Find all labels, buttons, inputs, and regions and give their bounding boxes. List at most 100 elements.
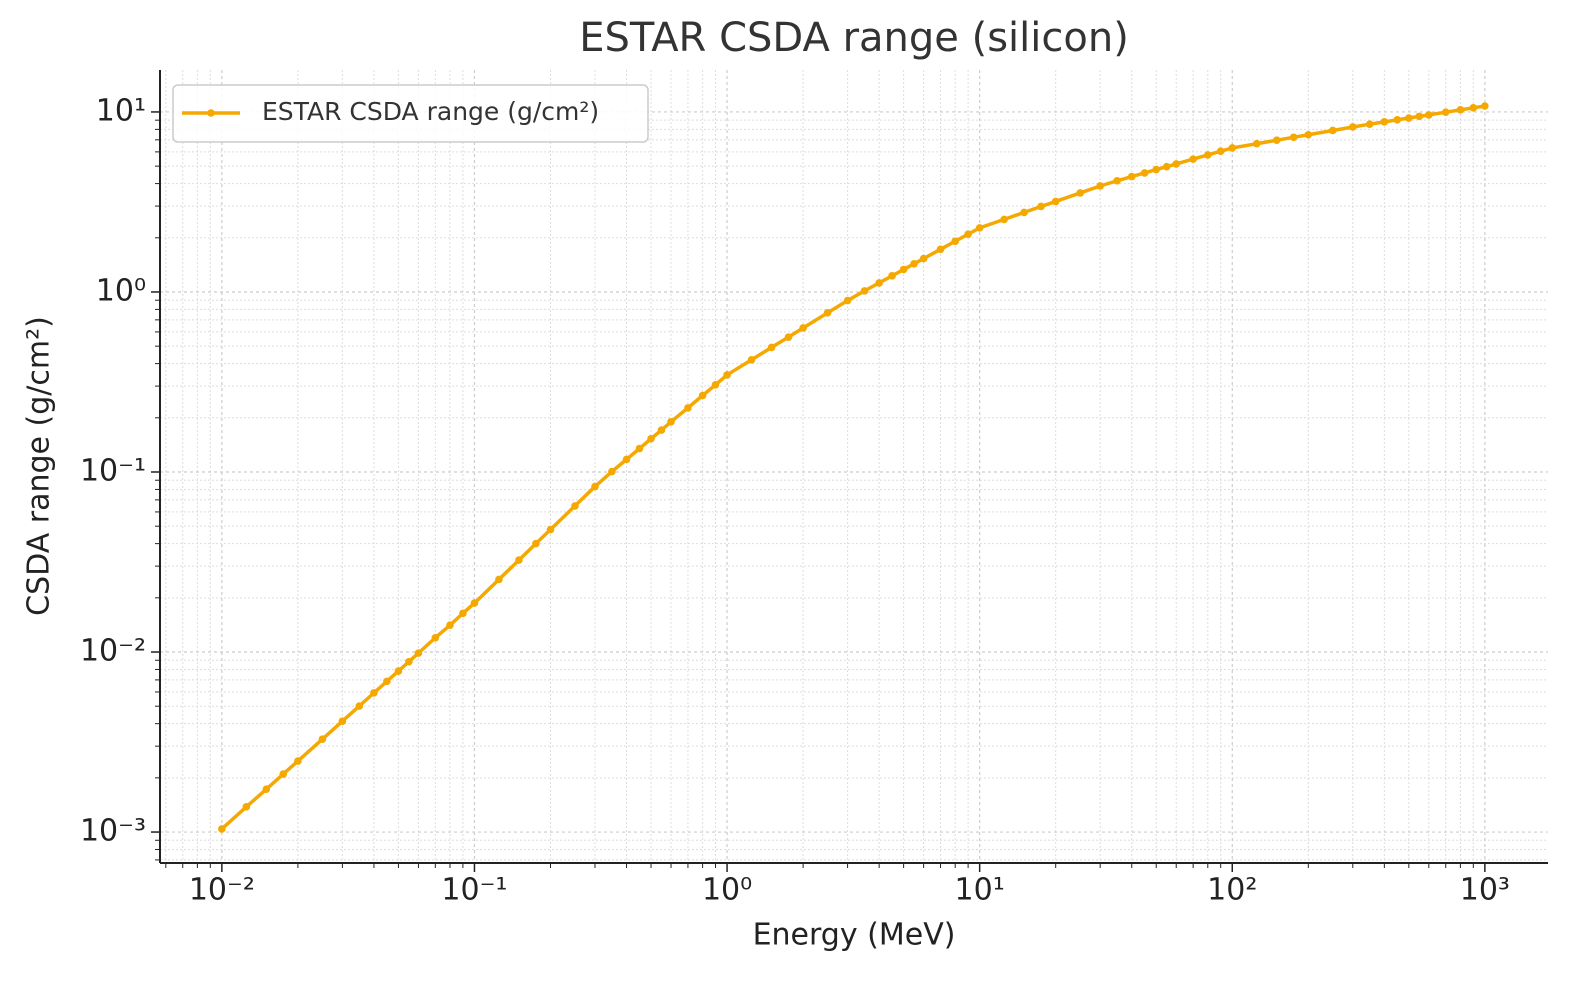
data-point [1272, 136, 1281, 144]
data-point [784, 333, 793, 341]
data-point [262, 785, 271, 793]
legend: ESTAR CSDA range (g/cm²) [172, 84, 649, 143]
data-point [919, 254, 928, 263]
data-point [1216, 147, 1225, 156]
data-point [1096, 182, 1104, 190]
data-point [1456, 106, 1465, 114]
data-point [799, 324, 807, 332]
data-point [1441, 108, 1450, 116]
data-point [355, 702, 364, 710]
x-tick-label: 10³ [1460, 873, 1510, 908]
data-point [470, 599, 479, 607]
legend-marker [207, 109, 215, 117]
data-point [936, 245, 945, 254]
data-point [1415, 112, 1424, 121]
data-point [647, 434, 655, 443]
data-point [571, 502, 579, 510]
data-point [294, 757, 302, 765]
data-point [698, 391, 707, 400]
data-point [1203, 151, 1212, 159]
data-point [622, 455, 631, 464]
data-point [414, 649, 423, 657]
data-point [1020, 208, 1028, 217]
data-point [1152, 165, 1161, 174]
data-point [218, 825, 226, 833]
data-point [711, 381, 720, 389]
data-point [951, 237, 959, 246]
data-point [1189, 155, 1197, 163]
data-point [446, 621, 454, 629]
data-point [459, 609, 467, 618]
y-tick-label: 10⁰ [96, 273, 146, 308]
data-point [1252, 139, 1261, 148]
data-point [431, 633, 440, 642]
x-tick-label: 10¹ [955, 873, 1005, 908]
data-point [667, 418, 675, 426]
y-tick-label: 10⁻¹ [80, 453, 146, 488]
x-tick-label: 10² [1207, 873, 1257, 908]
data-point [910, 259, 918, 268]
data-point [1365, 120, 1374, 128]
data-point [495, 575, 503, 584]
data-point [1076, 189, 1084, 197]
data-point [1051, 197, 1060, 206]
x-tick-label: 10⁻² [189, 873, 255, 908]
data-point [394, 667, 403, 675]
data-point [1304, 130, 1313, 139]
y-tick-label: 10¹ [96, 93, 146, 128]
data-point [1380, 118, 1389, 126]
data-point [635, 444, 644, 453]
y-tick-label: 10⁻² [80, 634, 146, 669]
data-point [338, 717, 347, 725]
y-tick-label: 10⁻³ [80, 814, 146, 849]
data-point [1393, 116, 1402, 124]
data-point [888, 272, 896, 280]
data-point [279, 770, 288, 778]
data-point [843, 296, 852, 305]
data-point [684, 404, 692, 412]
data-point [823, 309, 832, 317]
data-point [1140, 169, 1149, 177]
data-point [975, 224, 984, 232]
data-point [608, 467, 616, 476]
data-point [1328, 126, 1337, 135]
data-point [1348, 123, 1357, 131]
data-point [242, 803, 251, 811]
data-point [1289, 133, 1298, 142]
data-point [767, 343, 776, 352]
data-point [546, 525, 555, 534]
data-point [1425, 111, 1433, 119]
data-point [591, 482, 599, 491]
data-point [1469, 104, 1478, 112]
data-point [1172, 160, 1181, 168]
data-point [1113, 176, 1121, 185]
data-point [860, 287, 869, 295]
data-point [318, 735, 327, 743]
data-point [723, 371, 731, 379]
data-point [1127, 172, 1136, 181]
x-tick-label: 10⁻¹ [441, 873, 507, 908]
x-axis-label: Energy (MeV) [753, 918, 956, 953]
chart-title: ESTAR CSDA range (silicon) [579, 15, 1129, 61]
data-point [1000, 215, 1008, 224]
data-point [657, 426, 666, 434]
data-point [964, 230, 972, 239]
data-point [1481, 102, 1489, 110]
legend-label: ESTAR CSDA range (g/cm²) [262, 97, 599, 126]
data-point [515, 556, 523, 564]
data-point [1405, 114, 1413, 122]
data-point [370, 689, 378, 697]
data-point [1162, 162, 1171, 171]
data-point [875, 279, 883, 287]
data-point [747, 355, 756, 364]
data-point [1037, 202, 1045, 211]
data-point [405, 657, 413, 666]
legend-box [172, 84, 649, 143]
data-point [532, 539, 540, 548]
x-tick-label: 10⁰ [702, 873, 752, 908]
data-point [383, 677, 391, 686]
data-point [899, 265, 908, 274]
